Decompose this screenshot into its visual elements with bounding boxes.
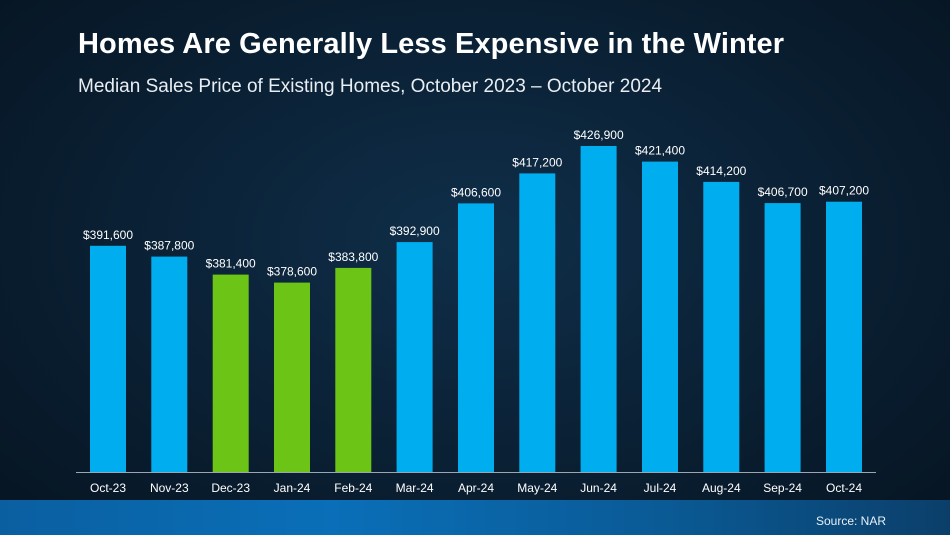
bar-jun-24	[580, 146, 617, 472]
value-label-nov-23: $387,800	[144, 239, 194, 253]
value-label-dec-23: $381,400	[206, 257, 256, 271]
value-label-aug-24: $414,200	[696, 164, 746, 178]
bar-dec-23	[212, 274, 249, 472]
value-label-oct-24: $407,200	[819, 184, 869, 198]
x-tick-label-sep-24: Sep-24	[763, 481, 802, 495]
x-tick-label-oct-24: Oct-24	[826, 481, 862, 495]
x-tick-label-jul-24: Jul-24	[644, 481, 677, 495]
bar-aug-24	[703, 181, 740, 472]
bar-may-24	[519, 173, 556, 472]
value-label-oct-23: $391,600	[83, 228, 133, 242]
x-tick-labels-group: Oct-23 Nov-23 Dec-23 Jan-24 Feb-24 Mar-24 Apr-…	[90, 481, 862, 495]
x-tick-label-mar-24: Mar-24	[396, 481, 434, 495]
chart-title: Homes Are Generally Less Expensive in th…	[78, 28, 785, 60]
x-tick-label-nov-23: Nov-23	[150, 481, 189, 495]
x-tick-label-apr-24: Apr-24	[458, 481, 494, 495]
value-label-may-24: $417,200	[512, 155, 562, 169]
chart-subtitle: Median Sales Price of Existing Homes, Oc…	[78, 76, 663, 97]
x-tick-label-dec-23: Dec-23	[211, 481, 250, 495]
x-tick-label-jun-24: Jun-24	[580, 481, 617, 495]
source-note: Source: NAR	[815, 514, 886, 528]
x-tick-label-jan-24: Jan-24	[274, 481, 311, 495]
x-tick-label-aug-24: Aug-24	[702, 481, 741, 495]
bars-group	[90, 146, 862, 472]
value-labels-group: $391,600 $387,800 $381,400 $378,600 $383,800…	[83, 128, 869, 279]
bar-nov-23	[151, 256, 188, 472]
value-label-sep-24: $406,700	[758, 185, 808, 199]
footer-bar	[0, 500, 950, 535]
bar-oct-24	[826, 201, 862, 472]
bar-sep-24	[764, 203, 801, 472]
x-tick-label-may-24: May-24	[517, 481, 557, 495]
bar-jul-24	[642, 161, 678, 472]
bar-jan-24	[274, 282, 310, 472]
x-tick-label-oct-23: Oct-23	[90, 481, 126, 495]
value-label-feb-24: $383,800	[328, 250, 378, 264]
bar-mar-24	[396, 242, 433, 472]
value-label-mar-24: $392,900	[390, 224, 440, 238]
value-label-jul-24: $421,400	[635, 144, 685, 158]
bar-apr-24	[458, 203, 494, 472]
x-tick-label-feb-24: Feb-24	[334, 481, 372, 495]
bar-oct-23	[90, 245, 126, 472]
value-label-apr-24: $406,600	[451, 185, 501, 199]
value-label-jun-24: $426,900	[574, 128, 624, 142]
value-label-jan-24: $378,600	[267, 265, 317, 279]
bar-feb-24	[335, 267, 372, 472]
